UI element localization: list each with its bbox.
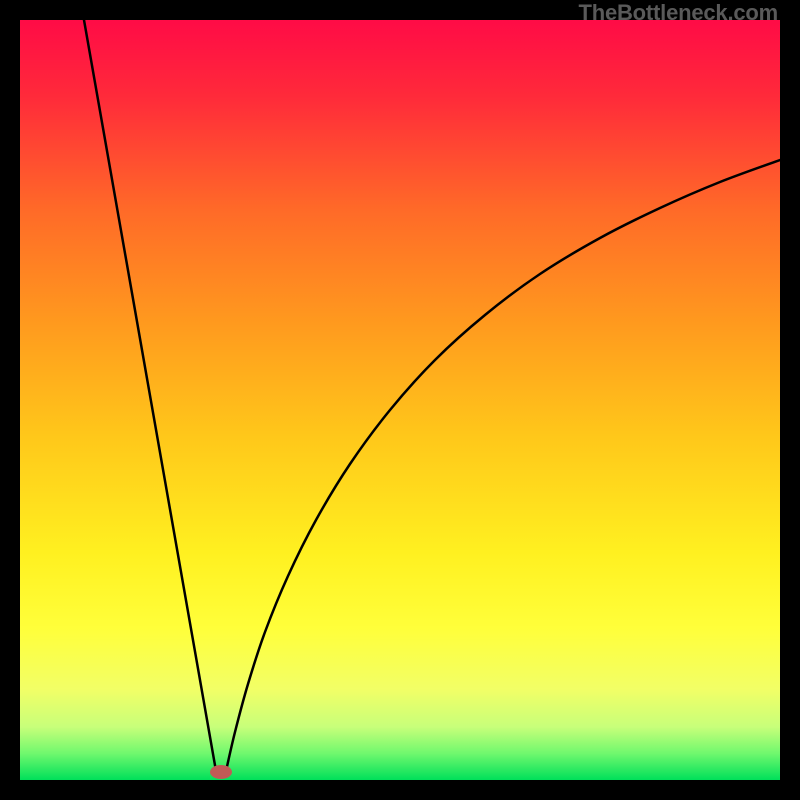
watermark-text: TheBottleneck.com bbox=[578, 0, 778, 26]
optimum-marker bbox=[210, 765, 232, 779]
chart-frame: TheBottleneck.com bbox=[0, 0, 800, 800]
plot-area bbox=[20, 20, 780, 780]
